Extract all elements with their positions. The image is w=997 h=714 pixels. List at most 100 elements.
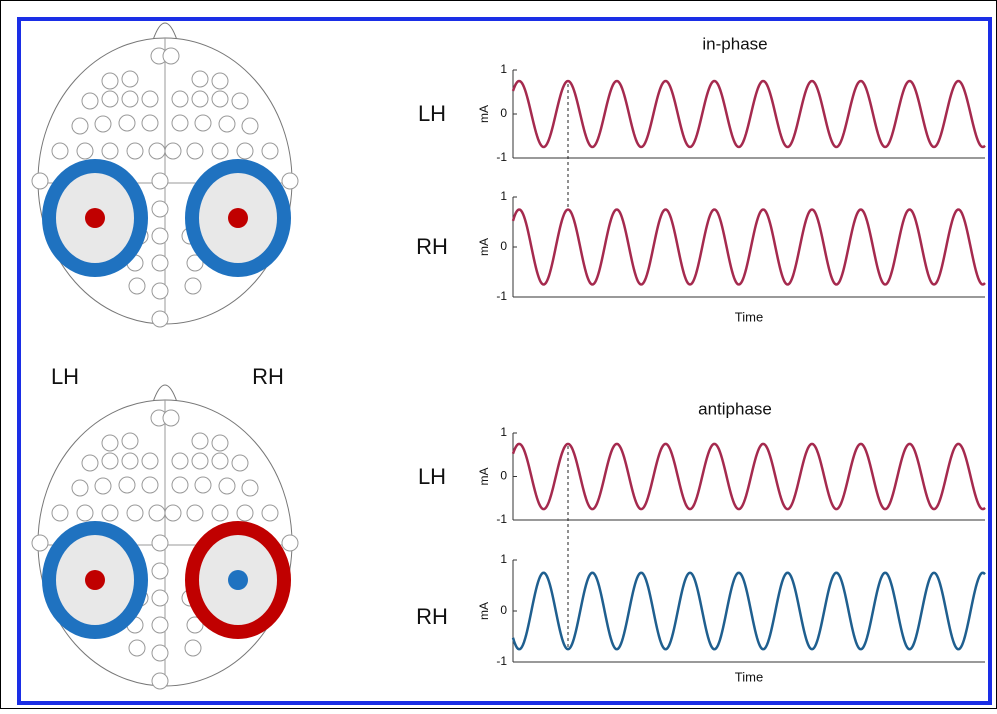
figure: LH RH in-phase LH mA -1 0 1 RH mA -1 0 1 Time antiph… xyxy=(0,0,997,709)
electrode xyxy=(152,173,168,189)
electrode xyxy=(152,590,168,606)
hemisphere-label: LH xyxy=(418,101,446,126)
electrode xyxy=(149,143,165,159)
electrode xyxy=(95,116,111,132)
electrode xyxy=(102,505,118,521)
y-tick-label: 1 xyxy=(500,62,507,76)
y-axis-label: mA xyxy=(477,238,491,256)
electrode xyxy=(77,143,93,159)
electrode xyxy=(262,143,278,159)
electrode xyxy=(102,435,118,451)
y-tick-label: 1 xyxy=(500,552,507,566)
hemisphere-label: LH xyxy=(51,364,79,389)
y-axis-label: mA xyxy=(477,602,491,620)
electrode xyxy=(163,410,179,426)
electrode xyxy=(152,311,168,327)
electrode xyxy=(142,91,158,107)
electrode xyxy=(212,435,228,451)
plot-title: in-phase xyxy=(702,34,767,53)
electrode xyxy=(122,71,138,87)
y-tick-label: 1 xyxy=(500,425,507,439)
electrode xyxy=(212,73,228,89)
electrode xyxy=(102,73,118,89)
electrode xyxy=(95,478,111,494)
y-tick-label: 0 xyxy=(500,239,507,253)
electrode xyxy=(192,71,208,87)
electrode xyxy=(219,116,235,132)
electrode xyxy=(102,453,118,469)
electrode xyxy=(195,477,211,493)
electrode xyxy=(195,115,211,131)
electrode xyxy=(242,480,258,496)
page: LH RH in-phase LH mA -1 0 1 RH mA -1 0 1 Time antiph… xyxy=(0,0,997,714)
electrode xyxy=(232,455,248,471)
electrode xyxy=(185,278,201,294)
electrode xyxy=(129,640,145,656)
electrode xyxy=(152,255,168,271)
hemisphere-label: RH xyxy=(252,364,284,389)
electrode xyxy=(32,173,48,189)
x-axis-label: Time xyxy=(735,309,763,324)
electrode xyxy=(192,91,208,107)
hemisphere-label: RH xyxy=(416,234,448,259)
electrode xyxy=(282,535,298,551)
electrode xyxy=(165,505,181,521)
electrode xyxy=(152,645,168,661)
electrode xyxy=(152,673,168,689)
electrode xyxy=(152,535,168,551)
plot-title: antiphase xyxy=(698,399,772,418)
electrode xyxy=(165,143,181,159)
electrode xyxy=(163,48,179,64)
electrode xyxy=(185,640,201,656)
electrode xyxy=(72,118,88,134)
y-tick-label: -1 xyxy=(496,289,507,303)
electrode xyxy=(172,477,188,493)
electrode xyxy=(232,93,248,109)
electrode xyxy=(122,91,138,107)
electrode xyxy=(192,433,208,449)
electrode xyxy=(82,455,98,471)
electrode xyxy=(142,115,158,131)
y-tick-label: -1 xyxy=(496,512,507,526)
electrode xyxy=(187,143,203,159)
electrode xyxy=(237,505,253,521)
electrode xyxy=(142,453,158,469)
electrode xyxy=(149,505,165,521)
electrode xyxy=(52,143,68,159)
electrode xyxy=(122,453,138,469)
electrode xyxy=(212,91,228,107)
electrode xyxy=(282,173,298,189)
electrode xyxy=(77,505,93,521)
electrode xyxy=(192,453,208,469)
electrode xyxy=(152,228,168,244)
electrode xyxy=(129,278,145,294)
stim-center xyxy=(85,570,105,590)
stim-center xyxy=(228,208,248,228)
electrode xyxy=(237,143,253,159)
electrode xyxy=(127,143,143,159)
electrode xyxy=(119,115,135,131)
electrode xyxy=(32,535,48,551)
y-tick-label: 0 xyxy=(500,603,507,617)
hemisphere-label: RH xyxy=(416,604,448,629)
electrode xyxy=(82,93,98,109)
y-tick-label: 1 xyxy=(500,189,507,203)
electrode xyxy=(212,453,228,469)
electrode xyxy=(242,118,258,134)
y-tick-label: 0 xyxy=(500,106,507,120)
electrode xyxy=(127,505,143,521)
electrode xyxy=(219,478,235,494)
stim-center xyxy=(228,570,248,590)
electrode xyxy=(172,91,188,107)
electrode xyxy=(262,505,278,521)
hemisphere-label: LH xyxy=(418,464,446,489)
electrode xyxy=(142,477,158,493)
y-tick-label: -1 xyxy=(496,654,507,668)
x-axis-label: Time xyxy=(735,669,763,684)
electrode xyxy=(152,201,168,217)
stim-center xyxy=(85,208,105,228)
y-axis-label: mA xyxy=(477,105,491,123)
electrode xyxy=(212,505,228,521)
electrode xyxy=(172,115,188,131)
electrode xyxy=(172,453,188,469)
